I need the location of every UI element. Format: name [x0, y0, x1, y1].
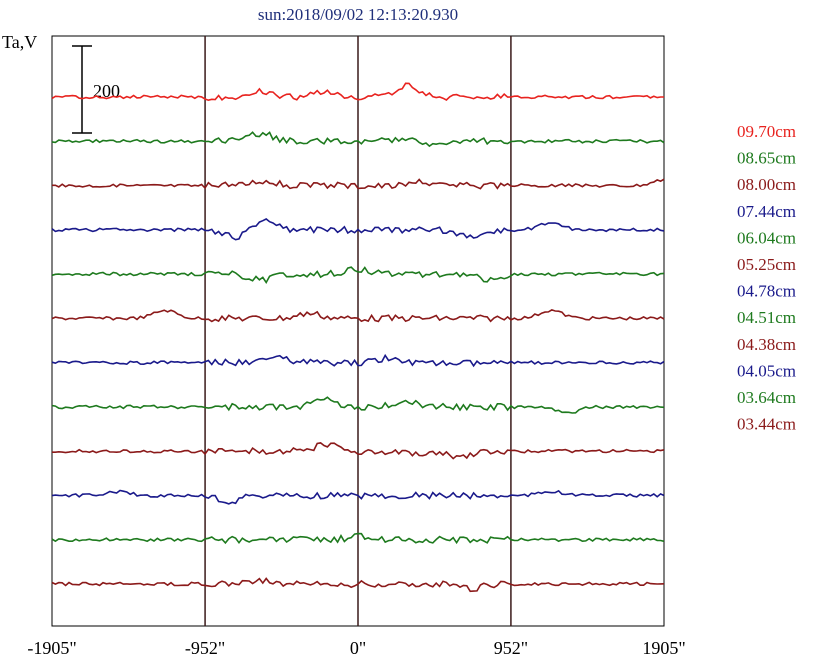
- legend-entry: 06.04cm: [737, 228, 796, 247]
- vertical-markers: [204, 36, 512, 626]
- legend-entry: 03.64cm: [737, 388, 796, 407]
- scale-bar: 200: [72, 45, 120, 134]
- legend-entry: 04.05cm: [737, 361, 796, 380]
- series-line-07.44cm: [51, 218, 665, 241]
- x-tick-label: -952": [185, 638, 225, 658]
- x-tick-label: -1905": [27, 638, 76, 658]
- legend-entry: 05.25cm: [737, 255, 796, 274]
- x-tick-label: 1905": [642, 638, 685, 658]
- series-line-03.44cm: [51, 577, 665, 593]
- legend-entry: 04.51cm: [737, 308, 796, 327]
- y-axis-label: Ta,V: [2, 32, 37, 52]
- legend-entry: 07.44cm: [737, 202, 796, 221]
- legend-entry: 09.70cm: [737, 122, 796, 141]
- x-tick-labels: -1905" -952" 0" 952" 1905": [27, 638, 685, 658]
- legend-entry: 04.38cm: [737, 335, 796, 354]
- series-line-04.78cm: [51, 353, 665, 368]
- series-line-05.25cm: [51, 309, 665, 323]
- series-lines: [51, 82, 665, 593]
- series-line-09.70cm: [51, 82, 664, 102]
- series-line-08.00cm: [52, 178, 665, 190]
- series-line-03.64cm: [51, 532, 665, 545]
- series-line-06.04cm: [51, 266, 665, 285]
- x-tick-label: 952": [494, 638, 528, 658]
- legend-entry: 03.44cm: [737, 415, 796, 434]
- legend: 09.70cm 08.65cm 08.00cm 07.44cm 06.04cm 05.25…: [737, 122, 796, 434]
- legend-entry: 08.65cm: [737, 149, 796, 168]
- series-line-04.05cm: [51, 489, 665, 505]
- legend-entry: 04.78cm: [737, 282, 796, 301]
- series-line-08.65cm: [51, 131, 665, 148]
- x-tick-label: 0": [350, 638, 366, 658]
- chart-title: sun:2018/09/02 12:13:20.930: [258, 5, 458, 24]
- series-line-04.38cm: [52, 442, 665, 460]
- legend-entry: 08.00cm: [737, 175, 796, 194]
- series-line-04.51cm: [51, 396, 665, 414]
